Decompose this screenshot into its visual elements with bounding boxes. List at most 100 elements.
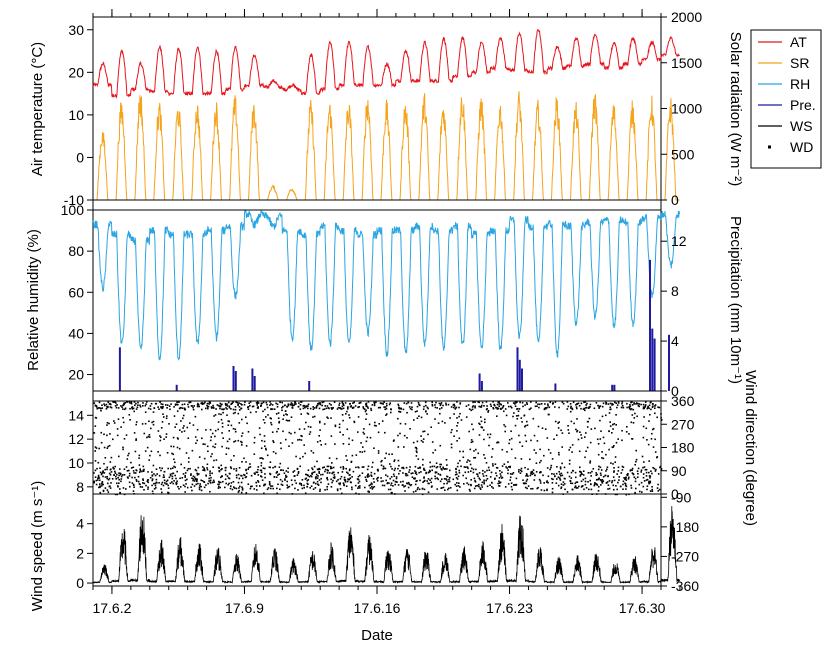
wind-direction-point bbox=[521, 445, 524, 447]
wind-direction-point bbox=[268, 483, 271, 485]
wind-direction-point bbox=[125, 466, 128, 468]
wind-direction-point bbox=[103, 472, 106, 474]
wind-direction-point bbox=[568, 459, 571, 462]
wind-direction-point bbox=[232, 401, 234, 403]
wind-direction-point bbox=[196, 404, 199, 406]
precipitation-bar bbox=[516, 347, 519, 391]
wind-direction-point bbox=[299, 404, 302, 406]
wind-direction-point bbox=[653, 467, 656, 470]
wind-direction-point bbox=[498, 477, 501, 479]
wind-direction-point bbox=[449, 477, 451, 479]
wind-direction-point bbox=[373, 485, 376, 488]
wind-direction-point bbox=[373, 404, 376, 407]
wind-direction-point bbox=[504, 425, 507, 428]
wind-direction-point bbox=[601, 479, 604, 481]
wind-direction-point bbox=[584, 480, 587, 483]
wind-direction-point bbox=[651, 472, 653, 475]
wind-direction-point bbox=[627, 478, 630, 480]
wind-direction-point bbox=[121, 406, 123, 408]
x-tick-label: 17.6.30 bbox=[619, 600, 666, 616]
wind-direction-point bbox=[566, 471, 569, 474]
wind-direction-point bbox=[582, 470, 585, 472]
wind-direction-point bbox=[417, 467, 419, 469]
wind-direction-point bbox=[473, 477, 476, 480]
wind-direction-point bbox=[110, 468, 112, 471]
wind-direction-point bbox=[99, 486, 101, 489]
wind-direction-point bbox=[324, 443, 327, 445]
wind-direction-point bbox=[617, 402, 620, 404]
wind-direction-point bbox=[364, 476, 367, 478]
wind-direction-point bbox=[106, 424, 108, 426]
wind-direction-point bbox=[107, 401, 110, 404]
wind-direction-point bbox=[102, 471, 104, 474]
wind-direction-point bbox=[381, 402, 383, 405]
wind-direction-point bbox=[358, 402, 361, 404]
wind-direction-point bbox=[342, 443, 345, 445]
wind-direction-point bbox=[161, 481, 164, 484]
wind-direction-point bbox=[449, 487, 452, 489]
wind-direction-point bbox=[262, 401, 265, 404]
wind-direction-point bbox=[571, 482, 574, 485]
wind-direction-point bbox=[362, 466, 365, 468]
wind-direction-point bbox=[324, 470, 326, 473]
wind-direction-point bbox=[311, 468, 314, 471]
wind-direction-point bbox=[136, 406, 139, 409]
wind-direction-point bbox=[520, 417, 523, 419]
wind-direction-point bbox=[115, 406, 118, 409]
wind-direction-point bbox=[515, 477, 518, 480]
wind-direction-point bbox=[578, 405, 581, 407]
wind-direction-point bbox=[481, 481, 484, 484]
wind-direction-point bbox=[584, 401, 587, 403]
wind-direction-point bbox=[386, 475, 389, 478]
wind-direction-point bbox=[490, 405, 492, 407]
wind-direction-point bbox=[157, 406, 159, 408]
wind-direction-point bbox=[368, 475, 370, 477]
wind-direction-point bbox=[542, 474, 544, 477]
wind-direction-point bbox=[299, 408, 302, 410]
wind-direction-point bbox=[377, 452, 380, 454]
wind-direction-point bbox=[146, 446, 149, 449]
wind-direction-point bbox=[610, 462, 612, 464]
wind-direction-point bbox=[221, 475, 223, 478]
wind-direction-point bbox=[183, 403, 186, 405]
wind-direction-point bbox=[496, 441, 499, 443]
wind-direction-point bbox=[319, 429, 321, 431]
wind-direction-point bbox=[404, 423, 407, 425]
wind-direction-point bbox=[273, 408, 276, 410]
wind-direction-point bbox=[597, 404, 599, 407]
wind-direction-point bbox=[635, 458, 638, 461]
wind-direction-point bbox=[312, 416, 314, 418]
wind-direction-point bbox=[605, 453, 607, 456]
wind-direction-point bbox=[243, 473, 245, 476]
wind-direction-point bbox=[303, 428, 306, 430]
wind-direction-point bbox=[431, 403, 434, 406]
wind-direction-point bbox=[654, 407, 656, 409]
wind-direction-point bbox=[576, 430, 578, 433]
wind-direction-point bbox=[645, 475, 648, 477]
wind-direction-point bbox=[617, 470, 620, 472]
wind-direction-point bbox=[647, 443, 650, 446]
wind-direction-point bbox=[280, 447, 282, 450]
wind-direction-point bbox=[224, 473, 227, 476]
wind-direction-point bbox=[321, 404, 323, 407]
wind-direction-point bbox=[560, 472, 563, 475]
wind-direction-point bbox=[162, 476, 165, 479]
wind-direction-point bbox=[605, 482, 608, 484]
wind-direction-point bbox=[423, 469, 426, 471]
wind-direction-point bbox=[287, 404, 290, 407]
wind-direction-point bbox=[489, 403, 492, 406]
wind-direction-point bbox=[269, 472, 271, 475]
wind-direction-point bbox=[476, 484, 479, 487]
wind-direction-point bbox=[342, 434, 344, 436]
wind-direction-point bbox=[486, 469, 488, 472]
wind-direction-point bbox=[155, 468, 158, 470]
wind-direction-point bbox=[264, 483, 267, 486]
wind-direction-point bbox=[210, 407, 213, 409]
wind-direction-point bbox=[430, 477, 433, 480]
wind-direction-point bbox=[529, 474, 532, 477]
wind-direction-point bbox=[135, 480, 138, 482]
wind-direction-point bbox=[605, 403, 607, 405]
y-tick-label-right: -90 bbox=[671, 489, 691, 505]
wind-direction-point bbox=[344, 479, 346, 481]
wind-direction-point bbox=[247, 406, 249, 409]
